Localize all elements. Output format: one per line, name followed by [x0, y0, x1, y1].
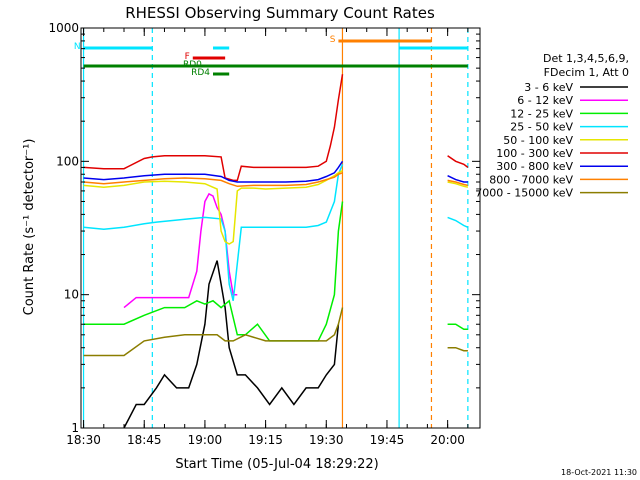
x-tick-label: 19:15: [248, 433, 283, 447]
x-tick-label: 19:30: [309, 433, 344, 447]
series-line-100-300-kev: [83, 74, 344, 182]
flag-label: F: [185, 52, 190, 62]
x-tick-label: 20:00: [430, 433, 465, 447]
chart-title: RHESSI Observing Summary Count Rates: [125, 4, 435, 22]
legend-header-decimation: FDecim 1, Att 0: [544, 66, 629, 79]
series-line-7000-15000-kev: [83, 307, 344, 357]
legend-label: 50 - 100 keV: [503, 134, 573, 147]
legend-label: 300 - 800 keV: [496, 160, 573, 173]
x-tick-label: 19:45: [370, 433, 405, 447]
y-tick-label: 1: [71, 421, 79, 435]
series-line-300-800-kev: [83, 160, 344, 183]
x-tick-label: 18:30: [66, 433, 101, 447]
series-line-800-7000-kev: [447, 179, 469, 187]
series-line-50-100-kev: [447, 181, 469, 188]
legend-label: 100 - 300 keV: [496, 147, 573, 160]
x-axis-label: Start Time (05-Jul-04 18:29:22): [175, 457, 378, 472]
series-line-800-7000-kev: [83, 172, 343, 188]
flag-label: RD4: [191, 68, 210, 78]
series-line-50-100-kev: [83, 170, 343, 245]
series-line-25-50-kev: [83, 164, 344, 301]
legend-label: 7000 - 15000 keV: [475, 187, 573, 200]
series-line-100-300-kev: [447, 155, 469, 168]
series-line-7000-15000-kev: [447, 346, 468, 352]
series-line-12-25-kev: [447, 323, 468, 331]
series-line-25-50-kev: [447, 216, 469, 228]
x-tick-label: 19:00: [188, 433, 223, 447]
y-axis-label: Count Rate (s⁻¹ detector⁻¹): [22, 139, 37, 316]
legend-label: 3 - 6 keV: [524, 81, 573, 94]
legend-header-detectors: Det 1,3,4,5,6,9,: [543, 52, 629, 65]
axis-layer: 18:30 18:45 19:00 19:15 19:30 19:45 20:00 1 10 10…: [48, 21, 480, 447]
legend-label: 12 - 25 keV: [510, 107, 573, 120]
series-line-300-800-kev: [447, 175, 468, 183]
y-tick-label: 10: [64, 288, 79, 302]
legend-label: 800 - 7000 keV: [489, 173, 573, 186]
x-tick-label: 18:45: [127, 433, 162, 447]
series-line-12-25-kev: [83, 201, 344, 342]
plot-frame: [80, 27, 481, 429]
series-line-3-6-kev: [123, 260, 340, 429]
plot-layer: NFRD0RD4S: [74, 28, 469, 429]
legend-label: 6 - 12 keV: [517, 94, 573, 107]
y-tick-label: 1000: [48, 21, 79, 35]
legend-label: 25 - 50 keV: [510, 121, 573, 134]
y-tick-label: 100: [56, 154, 79, 168]
flag-label: N: [74, 42, 81, 52]
flag-label: S: [330, 35, 336, 45]
generation-timestamp: 18-Oct-2021 11:30: [561, 468, 637, 477]
